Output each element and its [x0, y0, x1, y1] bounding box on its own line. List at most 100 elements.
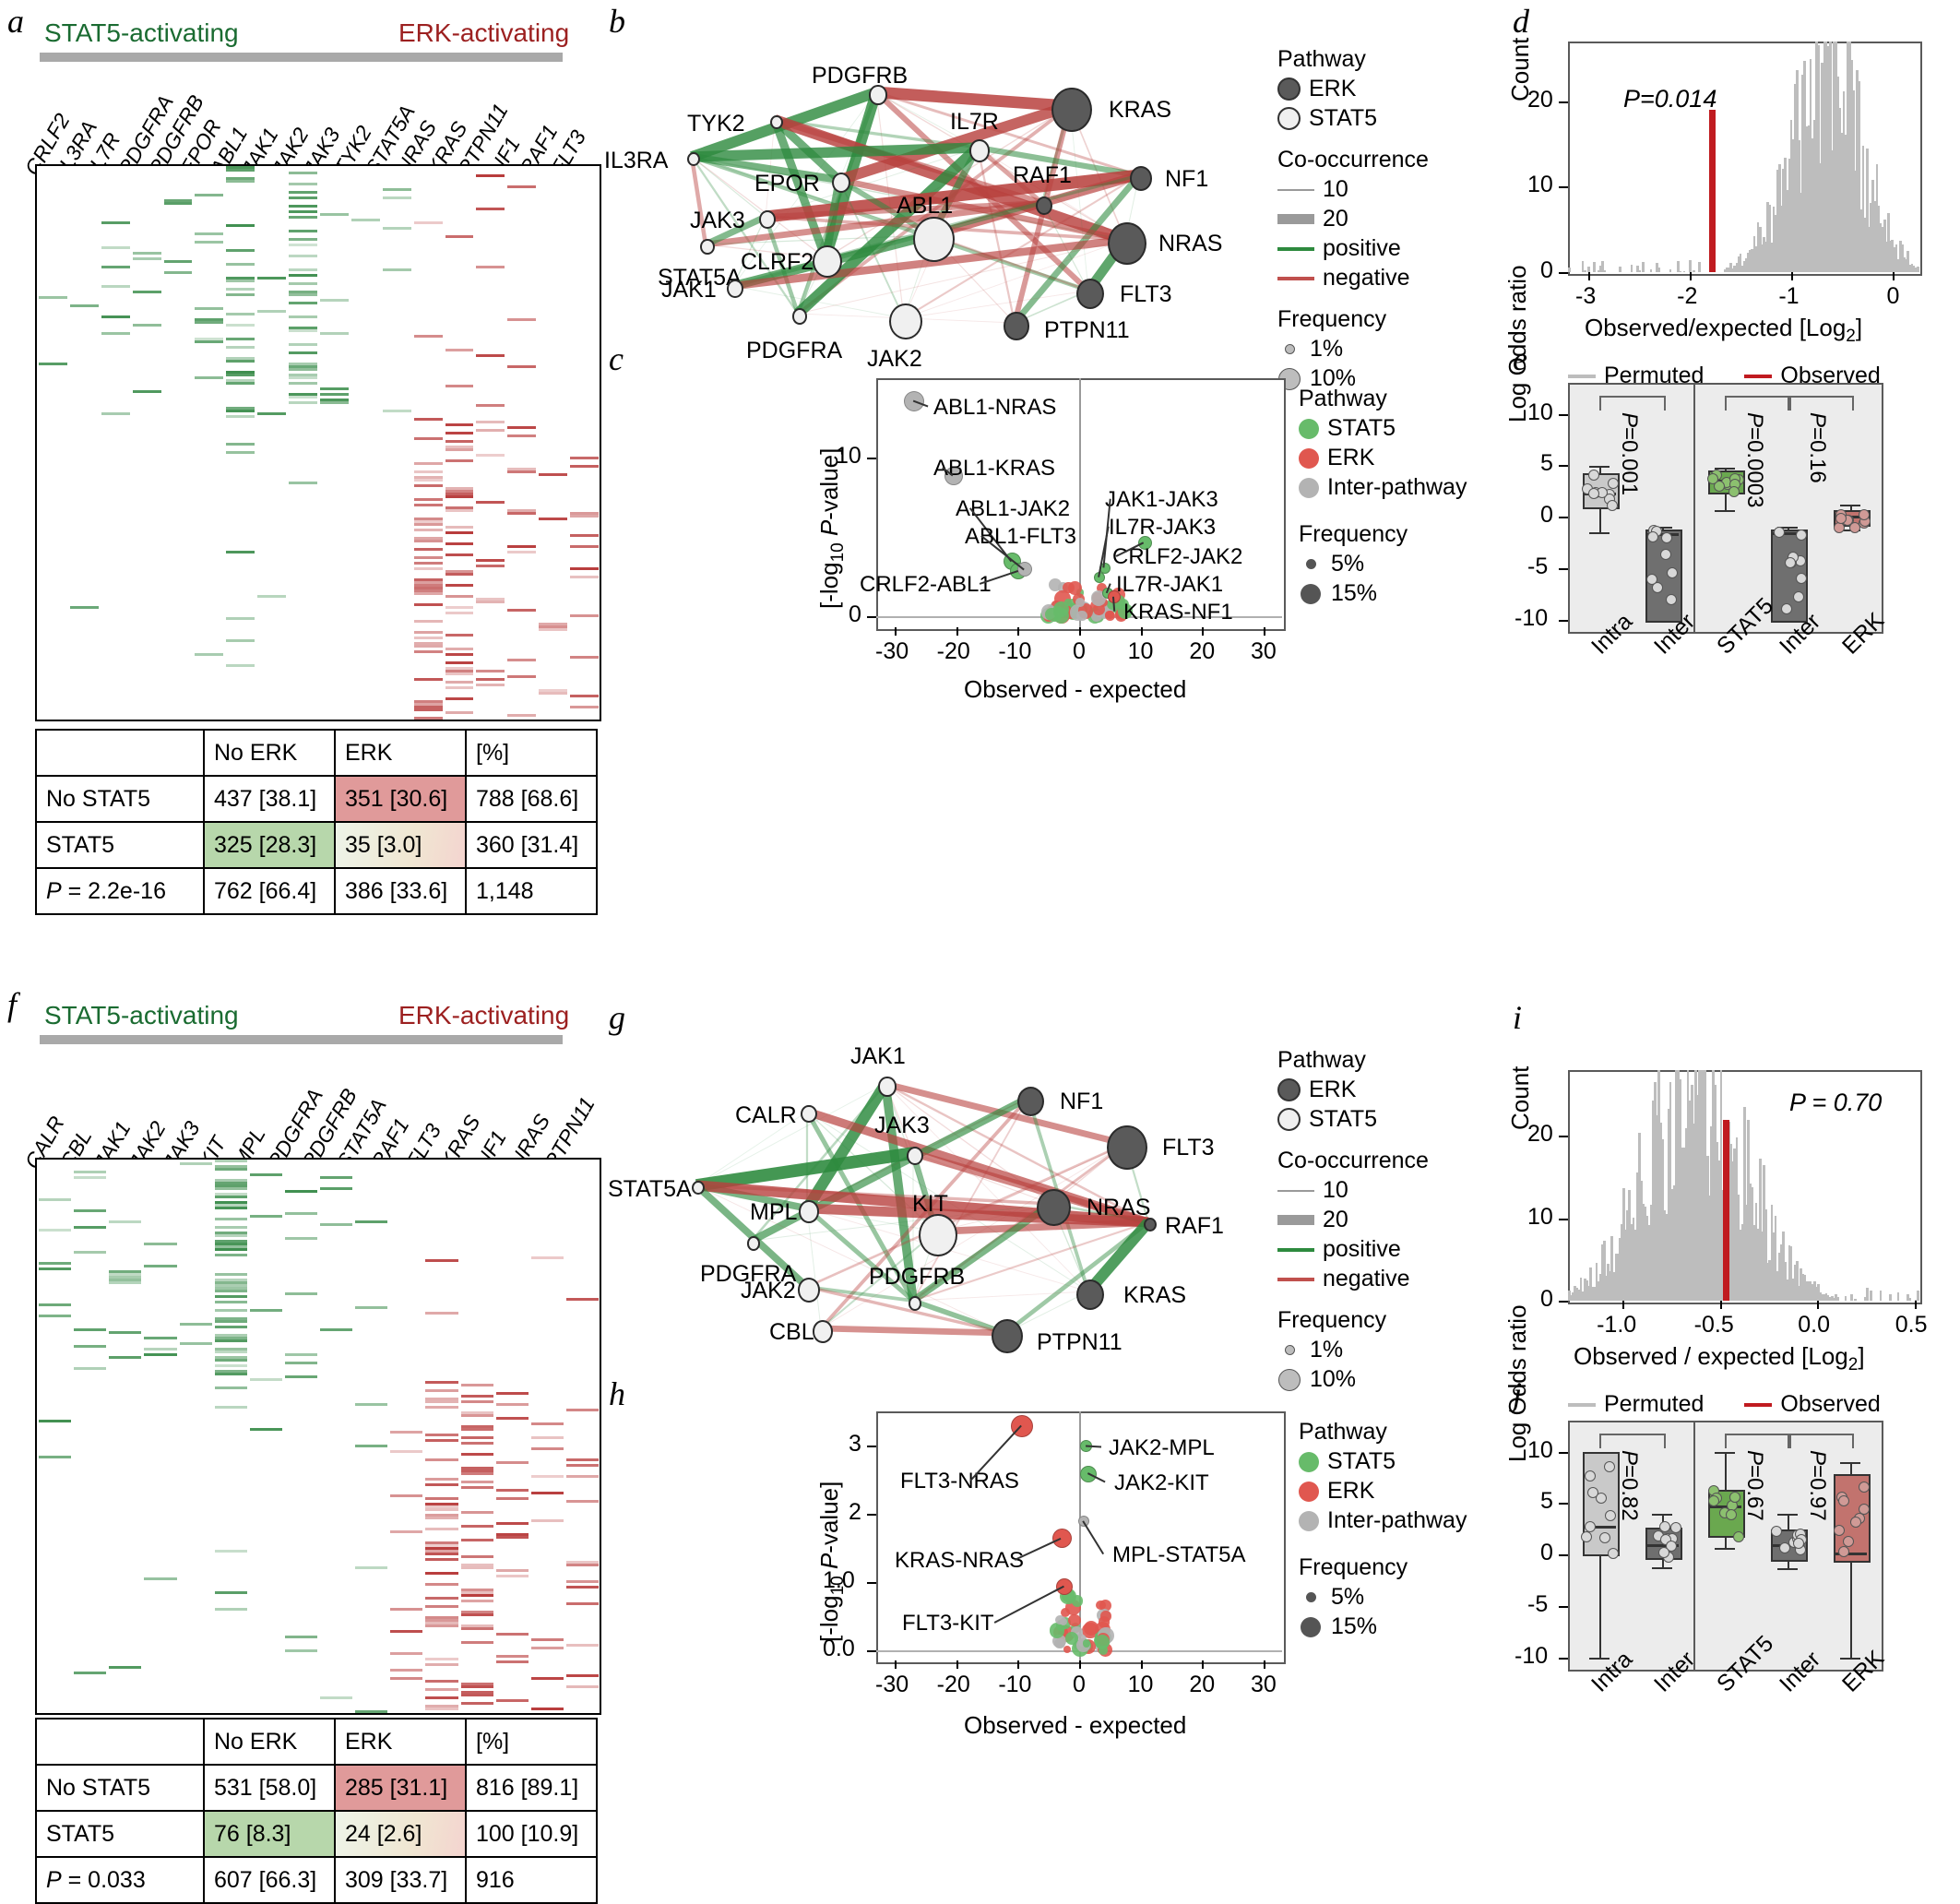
heatmap-cell: [350, 219, 380, 221]
table-cell: 531 [58.0]: [203, 1764, 336, 1812]
heatmap-cell: [507, 426, 537, 429]
boxplot-data-point: [1770, 1526, 1782, 1538]
network-node-abl1[interactable]: [912, 216, 955, 263]
histogram-bar: [1815, 1287, 1818, 1301]
network-node-nras[interactable]: [1036, 1188, 1071, 1227]
network-node-ptpn11[interactable]: [992, 1319, 1023, 1354]
network-node-stat5a[interactable]: [692, 1181, 705, 1196]
network-node-jak1[interactable]: [878, 1077, 897, 1097]
heatmap-cell: [445, 531, 474, 534]
x-tick: [1817, 1301, 1820, 1309]
network-node-jak3[interactable]: [758, 209, 777, 230]
network-node-epor[interactable]: [831, 172, 850, 193]
heatmap-cell: [530, 1519, 564, 1522]
network-node-kit[interactable]: [919, 1214, 957, 1257]
heatmap-cell: [476, 174, 505, 177]
network-node-clrf2[interactable]: [812, 244, 843, 279]
x-tick: [1588, 272, 1591, 280]
scatter-point-kras-nras[interactable]: [1051, 1529, 1072, 1549]
heatmap-cell: [284, 1649, 317, 1652]
network-node-calr[interactable]: [801, 1105, 817, 1124]
histogram-bar: [1761, 244, 1764, 272]
heatmap-cell: [495, 1461, 529, 1464]
network-node-mpl[interactable]: [798, 1199, 820, 1223]
boxplot-data-point: [1608, 1548, 1620, 1560]
heatmap-cell: [289, 393, 317, 396]
legend-item-positive: positive: [1277, 1236, 1429, 1263]
network-node-label-nras: NRAS: [1158, 231, 1223, 256]
heatmap-cell: [214, 1351, 247, 1353]
table-row: P = 2.2e-16 762 [66.4] 386 [33.6] 1,148: [35, 867, 598, 915]
heatmap-cell: [226, 357, 255, 360]
legend-item-cooc-20: 20: [1277, 206, 1429, 232]
network-node-pdgfrb[interactable]: [908, 1295, 922, 1311]
heatmap-cell: [413, 584, 443, 587]
legend-line-swatch: [1277, 1277, 1314, 1281]
network-node-kras[interactable]: [1051, 88, 1092, 133]
network-node-raf1[interactable]: [1143, 1217, 1158, 1232]
histogram-bar: [1881, 226, 1884, 272]
scatter-label-kras-nras: KRAS-NRAS: [895, 1548, 1025, 1573]
boxplot-data-point: [1584, 1521, 1596, 1533]
histogram-bar: [1885, 242, 1888, 272]
network-edge: [689, 156, 708, 245]
x-tick: [1264, 1660, 1265, 1669]
heatmap-cell: [539, 689, 568, 692]
network-node-nf1[interactable]: [1129, 165, 1153, 191]
heatmap-cell: [39, 1229, 72, 1232]
network-edge: [695, 1083, 886, 1186]
network-node-jak2[interactable]: [889, 303, 922, 340]
network-node-nf1[interactable]: [1016, 1086, 1044, 1116]
boxplot-whisker-cap: [1652, 1513, 1672, 1516]
boxplot-data-point: [1657, 1546, 1669, 1558]
histogram-bar: [1866, 149, 1869, 272]
table-cell: 24 [2.6]: [334, 1810, 467, 1858]
histogram-bar: [1600, 261, 1604, 272]
heatmap-cell: [460, 1384, 493, 1386]
network-node-tyk2[interactable]: [769, 114, 784, 130]
observed-line[interactable]: [1709, 110, 1716, 272]
network-edge: [797, 239, 1126, 315]
x-tick: [1202, 627, 1205, 636]
histogram-bar: [1638, 1132, 1641, 1301]
histogram-bar: [1728, 268, 1730, 272]
network-node-jak1[interactable]: [726, 279, 744, 298]
heatmap-cell: [460, 1467, 493, 1470]
heatmap-cell: [425, 1547, 458, 1550]
network-node-il7r[interactable]: [968, 138, 991, 162]
heatmap-cell: [425, 1622, 458, 1624]
heatmap-cell: [214, 1334, 247, 1337]
network-node-il3ra[interactable]: [687, 152, 700, 167]
network-node-label-pdgfra: PDGFRA: [746, 338, 843, 363]
scatter-point: [1071, 1595, 1084, 1607]
y-tick-label: 3: [849, 1430, 861, 1457]
network-node-flt3[interactable]: [1107, 1125, 1147, 1171]
heatmap-cell: [530, 1422, 564, 1425]
network-node-pdgfra[interactable]: [791, 307, 808, 325]
network-node-kras[interactable]: [1075, 1279, 1105, 1311]
network-node-ptpn11[interactable]: [1004, 312, 1029, 340]
network-node-cbl[interactable]: [812, 1319, 834, 1343]
heatmap-cell: [214, 1193, 247, 1196]
network-node-label-cbl: CBL: [769, 1319, 814, 1345]
histogram-bar: [1645, 1216, 1649, 1301]
network-node-jak2[interactable]: [797, 1277, 821, 1303]
boxplot-data-point: [1608, 477, 1620, 489]
network-node-pdgfrb[interactable]: [869, 85, 887, 105]
histogram-bar: [1807, 1280, 1811, 1301]
x-tick-label: -10: [998, 638, 1032, 664]
network-node-jak3[interactable]: [906, 1146, 924, 1165]
network-node-stat5a[interactable]: [700, 239, 715, 256]
network-node-pdgfra[interactable]: [746, 1235, 761, 1251]
observed-line[interactable]: [1723, 1119, 1729, 1301]
network-node-raf1[interactable]: [1035, 196, 1053, 215]
heatmap-cell: [530, 1708, 564, 1710]
scatter-point-flt3-kit[interactable]: [1056, 1577, 1074, 1595]
histogram-bar: [1607, 1264, 1610, 1301]
network-node-nras[interactable]: [1108, 222, 1146, 266]
network-edge: [806, 1208, 822, 1329]
scatter-point-crlf2-jak2[interactable]: [1137, 535, 1152, 550]
scatter-label-jak1-jak3: JAK1-JAK3: [1105, 487, 1218, 512]
network-node-flt3[interactable]: [1075, 278, 1105, 310]
histogram-bar: [1743, 261, 1746, 272]
